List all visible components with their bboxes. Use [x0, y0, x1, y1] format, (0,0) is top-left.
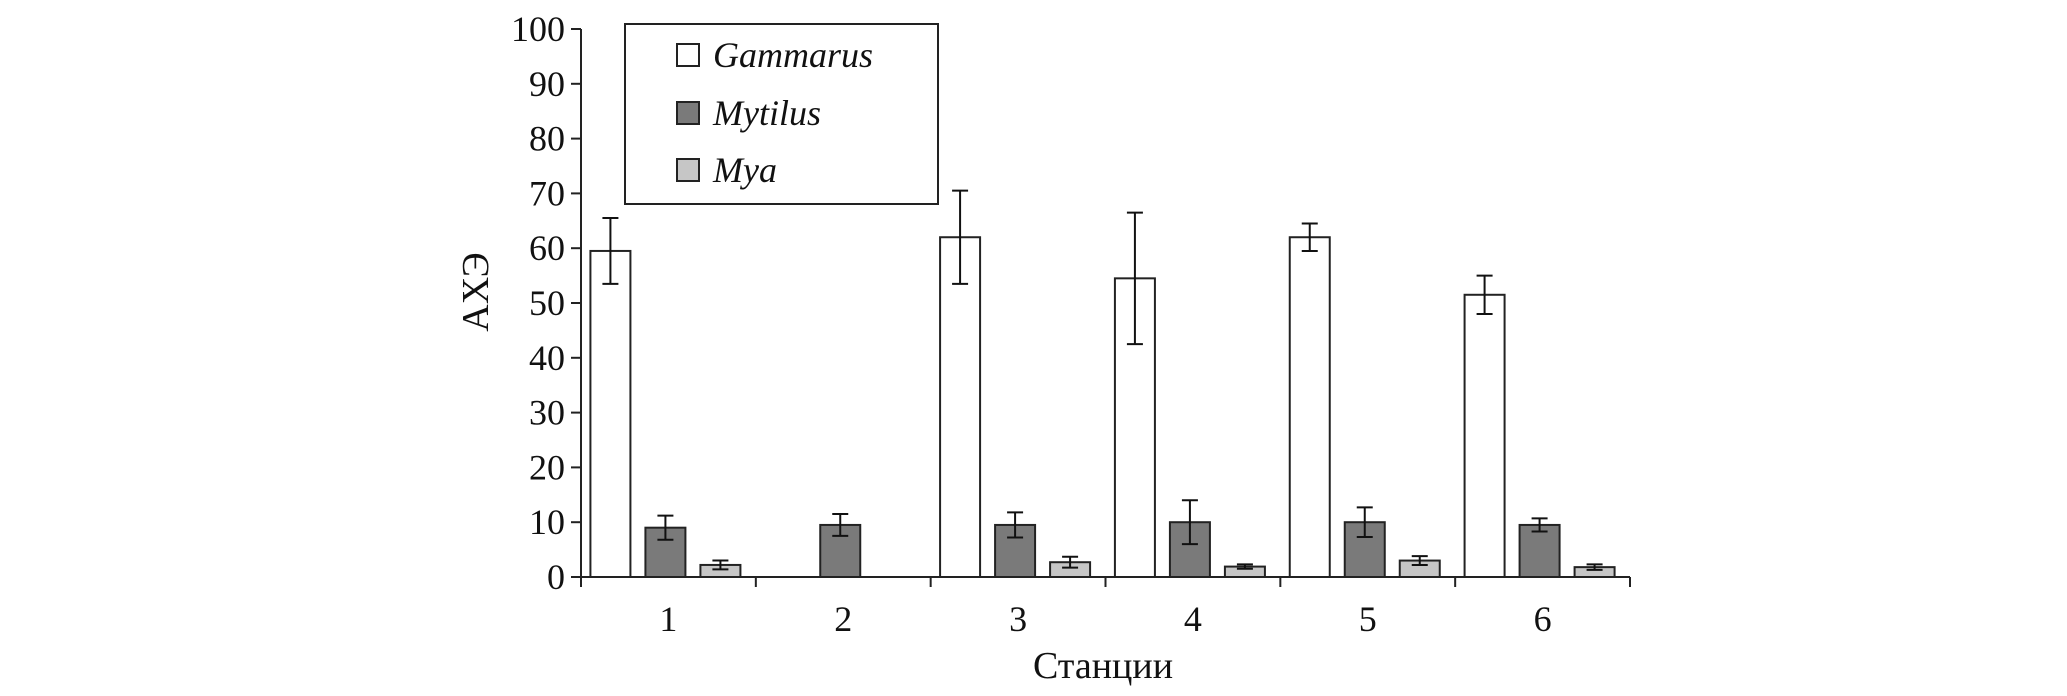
legend-label-mytilus: Mytilus	[712, 93, 821, 133]
y-tick-label: 90	[529, 64, 565, 104]
y-tick-label: 50	[529, 283, 565, 323]
y-tick-label: 80	[529, 119, 565, 159]
legend-swatch-gammarus	[676, 43, 700, 67]
bar-mytilus	[994, 523, 1037, 579]
x-tick-label: 6	[1534, 599, 1552, 639]
bar-gammarus	[1463, 293, 1506, 578]
y-tick-label: 40	[529, 338, 565, 378]
y-axis-title: АХЭ	[455, 252, 497, 331]
legend: Gammarus Mytilus Mya	[624, 23, 939, 205]
x-tick-label: 5	[1359, 599, 1377, 639]
y-tick-label: 30	[529, 393, 565, 433]
bar-gammarus	[1288, 236, 1331, 579]
y-tick-label: 60	[529, 228, 565, 268]
y-tick-label: 20	[529, 447, 565, 487]
x-tick-label: 3	[1009, 599, 1027, 639]
x-axis-title: Станции	[1033, 645, 1173, 687]
bar-gammarus	[939, 236, 982, 579]
bar-gammarus	[589, 249, 632, 578]
x-tick-label: 1	[659, 599, 677, 639]
axes-layer: 0 10 20 30 40 50 60 70 80 90 100 1 2 3 4 5 6	[511, 9, 1631, 639]
legend-label-gammarus: Gammarus	[713, 35, 873, 75]
error-bars-layer	[602, 189, 1603, 571]
bars-layer	[589, 236, 1616, 579]
bar-mytilus	[1518, 523, 1561, 579]
y-tick-label: 0	[547, 557, 565, 597]
y-tick-label: 70	[529, 173, 565, 213]
legend-label-mya: Mya	[712, 150, 777, 190]
x-tick-label: 2	[834, 599, 852, 639]
y-tick-label: 10	[529, 502, 565, 542]
legend-swatch-mya	[676, 158, 700, 182]
legend-swatch-mytilus	[676, 101, 700, 125]
bar-mytilus	[1168, 521, 1211, 579]
x-tick-label: 4	[1184, 599, 1202, 639]
y-tick-label: 100	[511, 9, 565, 49]
